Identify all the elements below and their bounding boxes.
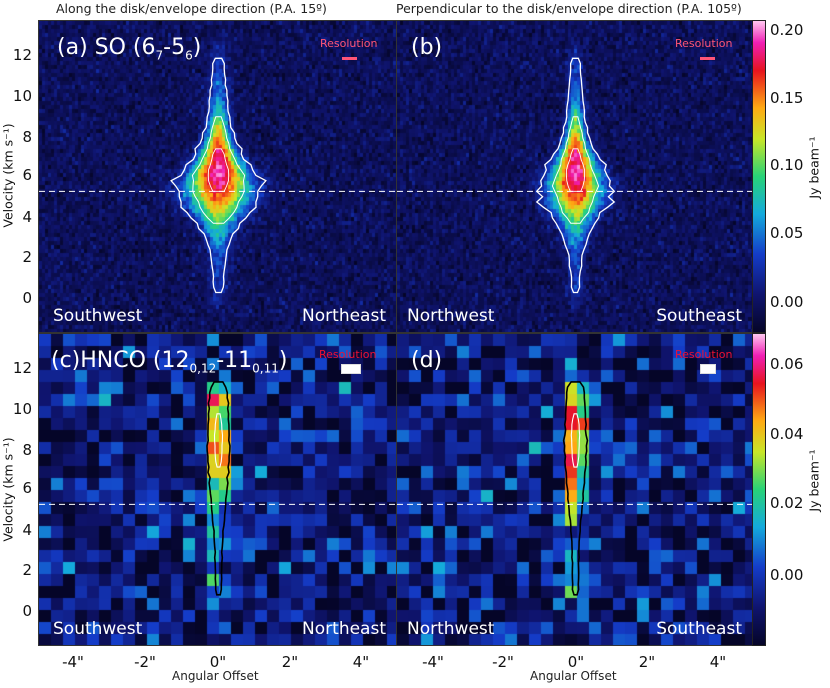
ytick-bottom-10: 10 — [12, 400, 32, 418]
ytick-top-12: 12 — [12, 46, 32, 64]
corner-left-b: Northwest — [407, 306, 495, 326]
ytick-bottom-2: 2 — [22, 561, 32, 579]
xlabel-left: Angular Offset — [172, 669, 259, 683]
ytick-bottom-4: 4 — [22, 521, 32, 539]
xtick-left-m2: -2" — [134, 653, 156, 671]
cbar-bottom-tick-0.04: 0.04 — [770, 425, 804, 443]
pv-heatmap-d — [397, 334, 752, 645]
contour-layer-b — [397, 57, 752, 294]
panel-c-label: (c)HNCO (120,12-110,11) — [51, 348, 288, 376]
ylabel-top: Velocity (km s⁻¹) — [0, 123, 16, 228]
corner-left-a: Southwest — [53, 306, 143, 326]
corner-right-b: Southeast — [656, 306, 742, 326]
contour-0.85 — [565, 148, 586, 192]
resolution-label-c: Resolution — [319, 348, 377, 361]
panel-d-hnco-perp: (d) Resolution Northwest Southeast — [396, 333, 753, 646]
cbar-top-tick-0.00: 0.00 — [770, 293, 804, 311]
xtick-left-m4: -4" — [62, 653, 84, 671]
ytick-bottom-12: 12 — [12, 359, 32, 377]
cbar-top-tick-0.10: 0.10 — [770, 156, 804, 174]
resolution-beam-c — [341, 364, 361, 374]
ytick-top-0: 0 — [22, 289, 32, 307]
ytick-top-10: 10 — [12, 87, 32, 105]
panel-b-label: (b) — [411, 35, 443, 60]
xlabel-right: Angular Offset — [530, 669, 617, 683]
pv-heatmap-c — [39, 334, 396, 645]
cbar-top-tick-0.05: 0.05 — [770, 224, 804, 242]
ytick-top-2: 2 — [22, 248, 32, 266]
ytick-top-6: 6 — [22, 166, 32, 184]
colorbar-bottom-label: Jy beam⁻¹ — [806, 449, 822, 512]
resolution-beam-a — [342, 57, 357, 60]
cbar-top-tick-0.15: 0.15 — [770, 89, 804, 107]
colorbar-bottom — [752, 333, 766, 646]
corner-left-c: Southwest — [53, 619, 143, 639]
contour-0.12 — [535, 57, 616, 294]
ytick-bottom-0: 0 — [22, 602, 32, 620]
corner-right-c: Northeast — [302, 619, 386, 639]
corner-left-d: Northwest — [407, 619, 495, 639]
contour-0.45 — [551, 116, 600, 224]
ylabel-bottom: Velocity (km s⁻¹) — [0, 437, 16, 542]
contour-0.85 — [213, 413, 224, 468]
cbar-bottom-tick-0.06: 0.06 — [770, 355, 804, 373]
ytick-top-4: 4 — [22, 208, 32, 226]
corner-right-a: Northeast — [302, 306, 386, 326]
xtick-right-2: 2" — [638, 653, 656, 671]
resolution-label-b: Resolution — [675, 37, 733, 50]
cbar-bottom-tick-0.02: 0.02 — [770, 494, 804, 512]
contour-0.85 — [570, 413, 581, 468]
panel-c-hnco-along: (c)HNCO (120,12-110,11) Resolution South… — [38, 333, 397, 646]
contour-0.85 — [207, 148, 230, 192]
contour-0.12 — [170, 57, 267, 294]
resolution-label-d: Resolution — [675, 348, 733, 361]
panel-a-so-along: (a) SO (67-56) Resolution Southwest Nort… — [38, 20, 397, 333]
xtick-right-m2: -2" — [492, 653, 514, 671]
colorbar-top-label: Jy beam⁻¹ — [806, 136, 822, 199]
panel-b-so-perp: (b) Resolution Northwest Southeast — [396, 20, 753, 333]
resolution-beam-b — [700, 57, 715, 60]
xtick-left-4: 4" — [352, 653, 370, 671]
panel-a-label: (a) SO (67-56) — [57, 35, 202, 63]
right-column-title: Perpendicular to the disk/envelope direc… — [396, 1, 742, 16]
resolution-label-a: Resolution — [320, 37, 378, 50]
contour-layer-c — [39, 381, 396, 596]
xtick-left-2: 2" — [281, 653, 299, 671]
contour-layer-d — [397, 381, 752, 596]
pv-heatmap-b — [397, 21, 752, 332]
ytick-bottom-6: 6 — [22, 479, 32, 497]
cbar-bottom-tick-0.00: 0.00 — [770, 566, 804, 584]
xtick-right-m4: -4" — [422, 653, 444, 671]
pv-heatmap-a — [39, 21, 396, 332]
corner-right-d: Southeast — [656, 619, 742, 639]
panel-d-label: (d) — [411, 348, 443, 373]
xtick-left-0: 0" — [209, 653, 227, 671]
left-column-title: Along the disk/envelope direction (P.A. … — [56, 1, 327, 16]
ytick-bottom-8: 8 — [22, 441, 32, 459]
xtick-right-4: 4" — [709, 653, 727, 671]
contour-0.45 — [191, 116, 246, 224]
contour-layer-a — [39, 57, 396, 294]
colorbar-top — [752, 20, 766, 333]
contour-0.32 — [206, 381, 231, 596]
contour-0.32 — [562, 381, 589, 596]
xtick-right-0: 0" — [567, 653, 585, 671]
cbar-top-tick-0.20: 0.20 — [770, 21, 804, 39]
resolution-beam-d — [700, 364, 716, 374]
ytick-top-8: 8 — [22, 128, 32, 146]
